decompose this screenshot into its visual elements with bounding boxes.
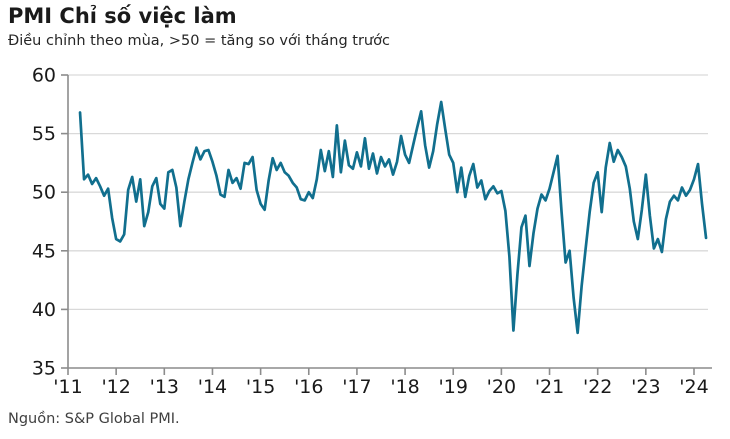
x-axis-tick-label: '23 [631,376,660,398]
x-axis-tick-label: '17 [342,376,371,398]
pmi-employment-line [78,100,708,335]
y-axis-tick-label: 45 [32,240,56,262]
chart-subtitle: Điều chỉnh theo mùa, >50 = tăng so với t… [8,33,390,49]
y-axis-tick-label: 50 [32,182,56,204]
x-axis-tick-label: '21 [535,376,564,398]
x-axis-tick-label: '19 [439,376,468,398]
chart-title: PMI Chỉ số việc làm [8,4,237,28]
x-axis-tick-label: '15 [246,376,275,398]
x-axis-tick-label: '12 [101,376,130,398]
x-axis-tick-label: '13 [150,376,179,398]
y-axis-tick-label: 55 [32,123,56,145]
x-axis-tick-label: '14 [198,376,227,398]
x-axis-tick-label: '22 [583,376,612,398]
x-axis-tick-label: '16 [294,376,323,398]
x-axis-tick-label: '18 [390,376,419,398]
x-axis-tick-label: '20 [487,376,516,398]
x-axis-tick-label: '24 [679,376,708,398]
y-axis-tick-label: 35 [32,358,56,380]
y-axis-tick-label: 60 [32,65,56,87]
x-axis-tick-label: '11 [53,376,82,398]
y-axis-tick-label: 40 [32,299,56,321]
source-note: Nguồn: S&P Global PMI. [8,411,180,427]
